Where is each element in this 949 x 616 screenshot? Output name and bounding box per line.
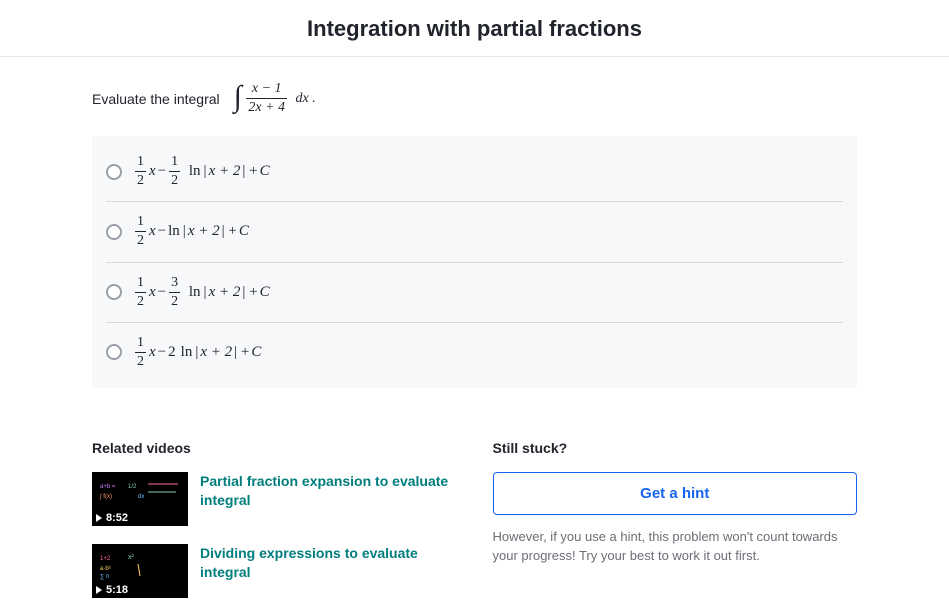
video-title[interactable]: Partial fraction expansion to evaluate i… (200, 472, 457, 526)
get-hint-button[interactable]: Get a hint (493, 472, 858, 515)
fraction-half: 12 (134, 214, 147, 249)
page-header: Integration with partial fractions (0, 0, 949, 57)
hint-note: However, if you use a hint, this problem… (493, 527, 858, 566)
answer-option[interactable]: 12x − ln |x + 2| + C (106, 201, 843, 261)
integrand-fraction: x − 1 2x + 4 (245, 81, 288, 116)
svg-text:1/2: 1/2 (128, 484, 137, 490)
option-expression: 12x − ln |x + 2| + C (134, 214, 249, 249)
fraction-half: 12 (134, 154, 147, 189)
option-expression: 12x − 32 ln |x + 2| + C (134, 275, 270, 310)
video-thumbnail[interactable]: 1+2 x² a·b² ∑ n 5:18 (92, 544, 188, 598)
svg-text:x²: x² (128, 554, 135, 561)
video-thumbnail[interactable]: a+b = 1/2 ∫ f(x) dx 8:52 (92, 472, 188, 526)
integral-expression: ∫ x − 1 2x + 4 dx . (234, 81, 316, 116)
page-title: Integration with partial fractions (0, 16, 949, 42)
fraction-half: 12 (134, 275, 147, 310)
radio-button[interactable] (106, 224, 122, 240)
related-videos-label: Related videos (92, 440, 457, 456)
main-content: Evaluate the integral ∫ x − 1 2x + 4 dx … (0, 57, 949, 616)
radio-button[interactable] (106, 164, 122, 180)
fraction-half: 12 (134, 335, 147, 370)
svg-text:1+2: 1+2 (100, 556, 111, 562)
play-icon (96, 514, 102, 522)
svg-text:a·b²: a·b² (100, 566, 111, 572)
option-expression: 12x − 2 ln |x + 2| + C (134, 335, 261, 370)
question-prompt: Evaluate the integral ∫ x − 1 2x + 4 dx … (92, 81, 857, 116)
integrand-numerator: x − 1 (246, 81, 287, 99)
integrand-suffix: dx . (292, 91, 316, 106)
ln-argument: x + 2 (200, 344, 232, 361)
ln-argument: x + 2 (209, 163, 241, 180)
stuck-label: Still stuck? (493, 440, 858, 456)
prompt-text: Evaluate the integral (92, 91, 220, 107)
ln-argument: x + 2 (188, 223, 220, 240)
play-icon (96, 586, 102, 594)
answer-options: 12x − 12 ln |x + 2| + C 12x − ln |x + 2| … (92, 136, 857, 388)
option-expression: 12x − 12 ln |x + 2| + C (134, 154, 270, 189)
video-title[interactable]: Dividing expressions to evaluate integra… (200, 544, 457, 598)
related-video[interactable]: a+b = 1/2 ∫ f(x) dx 8:52 Partial fraction exp… (92, 472, 457, 526)
related-videos-section: Related videos a+b = 1/2 ∫ f(x) dx 8:52 Parti… (92, 440, 457, 616)
related-video[interactable]: 1+2 x² a·b² ∑ n 5:18 Dividing expressions to … (92, 544, 457, 598)
coefficient-fraction: 32 (168, 275, 181, 310)
radio-button[interactable] (106, 344, 122, 360)
coefficient: 2 (168, 344, 179, 361)
svg-text:dx: dx (138, 494, 144, 500)
svg-text:∑ n: ∑ n (100, 574, 109, 580)
svg-text:∫ f(x): ∫ f(x) (99, 493, 112, 500)
radio-button[interactable] (106, 284, 122, 300)
svg-text:a+b =: a+b = (100, 484, 116, 490)
answer-option[interactable]: 12x − 2 ln |x + 2| + C (106, 322, 843, 382)
stuck-section: Still stuck? Get a hint However, if you … (493, 440, 858, 616)
ln-argument: x + 2 (209, 284, 241, 301)
answer-option[interactable]: 12x − 32 ln |x + 2| + C (106, 262, 843, 322)
video-duration: 8:52 (92, 510, 134, 526)
integral-sign-icon: ∫ (234, 82, 242, 116)
bottom-columns: Related videos a+b = 1/2 ∫ f(x) dx 8:52 Parti… (92, 440, 857, 616)
integrand-denominator: 2x + 4 (246, 99, 287, 116)
coefficient-fraction: 12 (168, 154, 181, 189)
video-duration: 5:18 (92, 582, 134, 598)
answer-option[interactable]: 12x − 12 ln |x + 2| + C (106, 142, 843, 201)
